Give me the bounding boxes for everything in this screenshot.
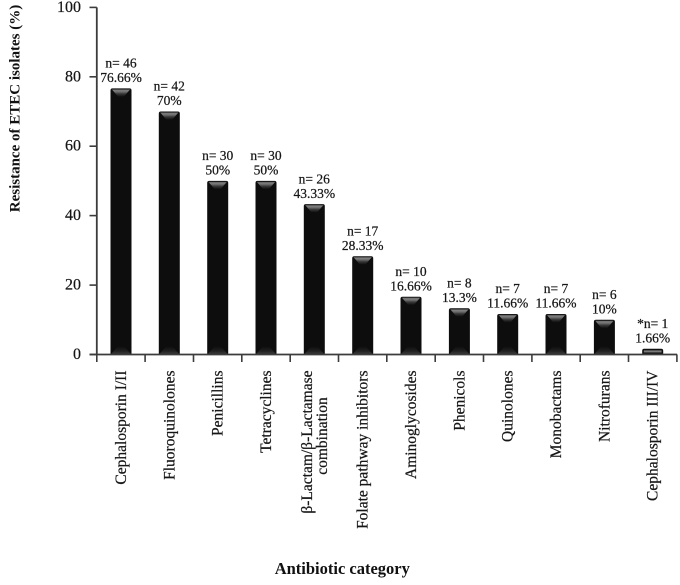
svg-text:combination: combination — [314, 397, 331, 475]
svg-text:60: 60 — [65, 138, 81, 155]
svg-text:Monobactams: Monobactams — [548, 371, 565, 459]
svg-text:n= 17: n= 17 — [347, 223, 378, 238]
svg-text:Aminoglycosides: Aminoglycosides — [403, 371, 420, 480]
svg-text:n= 30: n= 30 — [250, 148, 281, 163]
svg-text:Tetracyclines: Tetracyclines — [258, 371, 275, 453]
svg-text:Cephalosporin I/II: Cephalosporin I/II — [113, 371, 130, 485]
svg-text:Cephalosporin III/IV: Cephalosporin III/IV — [645, 370, 662, 501]
svg-text:16.66%: 16.66% — [390, 278, 432, 293]
svg-text:50%: 50% — [254, 163, 279, 178]
svg-text:Resistance of ETEC isolates (%: Resistance of ETEC isolates (%) — [8, 5, 24, 212]
svg-text:28.33%: 28.33% — [342, 238, 384, 253]
svg-text:n= 46: n= 46 — [105, 56, 136, 71]
svg-text:Penicillins: Penicillins — [210, 371, 227, 436]
svg-text:Phenicols: Phenicols — [451, 371, 468, 431]
svg-text:1.66%: 1.66% — [635, 330, 670, 345]
svg-text:70%: 70% — [157, 93, 182, 108]
svg-text:n= 10: n= 10 — [395, 264, 426, 279]
svg-text:n= 7: n= 7 — [495, 281, 520, 296]
svg-text:76.66%: 76.66% — [100, 70, 142, 85]
svg-text:n= 30: n= 30 — [202, 148, 233, 163]
svg-text:80: 80 — [65, 68, 81, 85]
svg-text:Quinolones: Quinolones — [500, 371, 517, 442]
svg-text:40: 40 — [65, 207, 81, 224]
svg-text:n= 6: n= 6 — [592, 287, 617, 302]
svg-text:43.33%: 43.33% — [293, 186, 335, 201]
svg-text:100: 100 — [57, 0, 81, 16]
svg-text:n= 42: n= 42 — [154, 79, 185, 94]
svg-text:n= 8: n= 8 — [447, 276, 472, 291]
svg-text:20: 20 — [65, 277, 81, 294]
svg-text:Folate pathway inhibitors: Folate pathway inhibitors — [355, 371, 372, 529]
svg-text:β-Lactam/β-Lactamase: β-Lactam/β-Lactamase — [299, 370, 316, 513]
svg-text:n= 7: n= 7 — [544, 281, 569, 296]
svg-text:11.66%: 11.66% — [487, 296, 528, 311]
svg-text:50%: 50% — [205, 163, 230, 178]
svg-text:n= 26: n= 26 — [299, 171, 330, 186]
svg-text:*n= 1: *n= 1 — [637, 316, 668, 331]
svg-text:Nitrofurans: Nitrofurans — [596, 371, 613, 442]
svg-text:13.3%: 13.3% — [442, 290, 477, 305]
svg-text:11.66%: 11.66% — [535, 296, 576, 311]
svg-text:Antibiotic category: Antibiotic category — [275, 559, 411, 578]
svg-text:Fluoroquinolones: Fluoroquinolones — [161, 371, 178, 480]
svg-text:10%: 10% — [592, 302, 617, 317]
svg-text:0: 0 — [73, 346, 81, 363]
